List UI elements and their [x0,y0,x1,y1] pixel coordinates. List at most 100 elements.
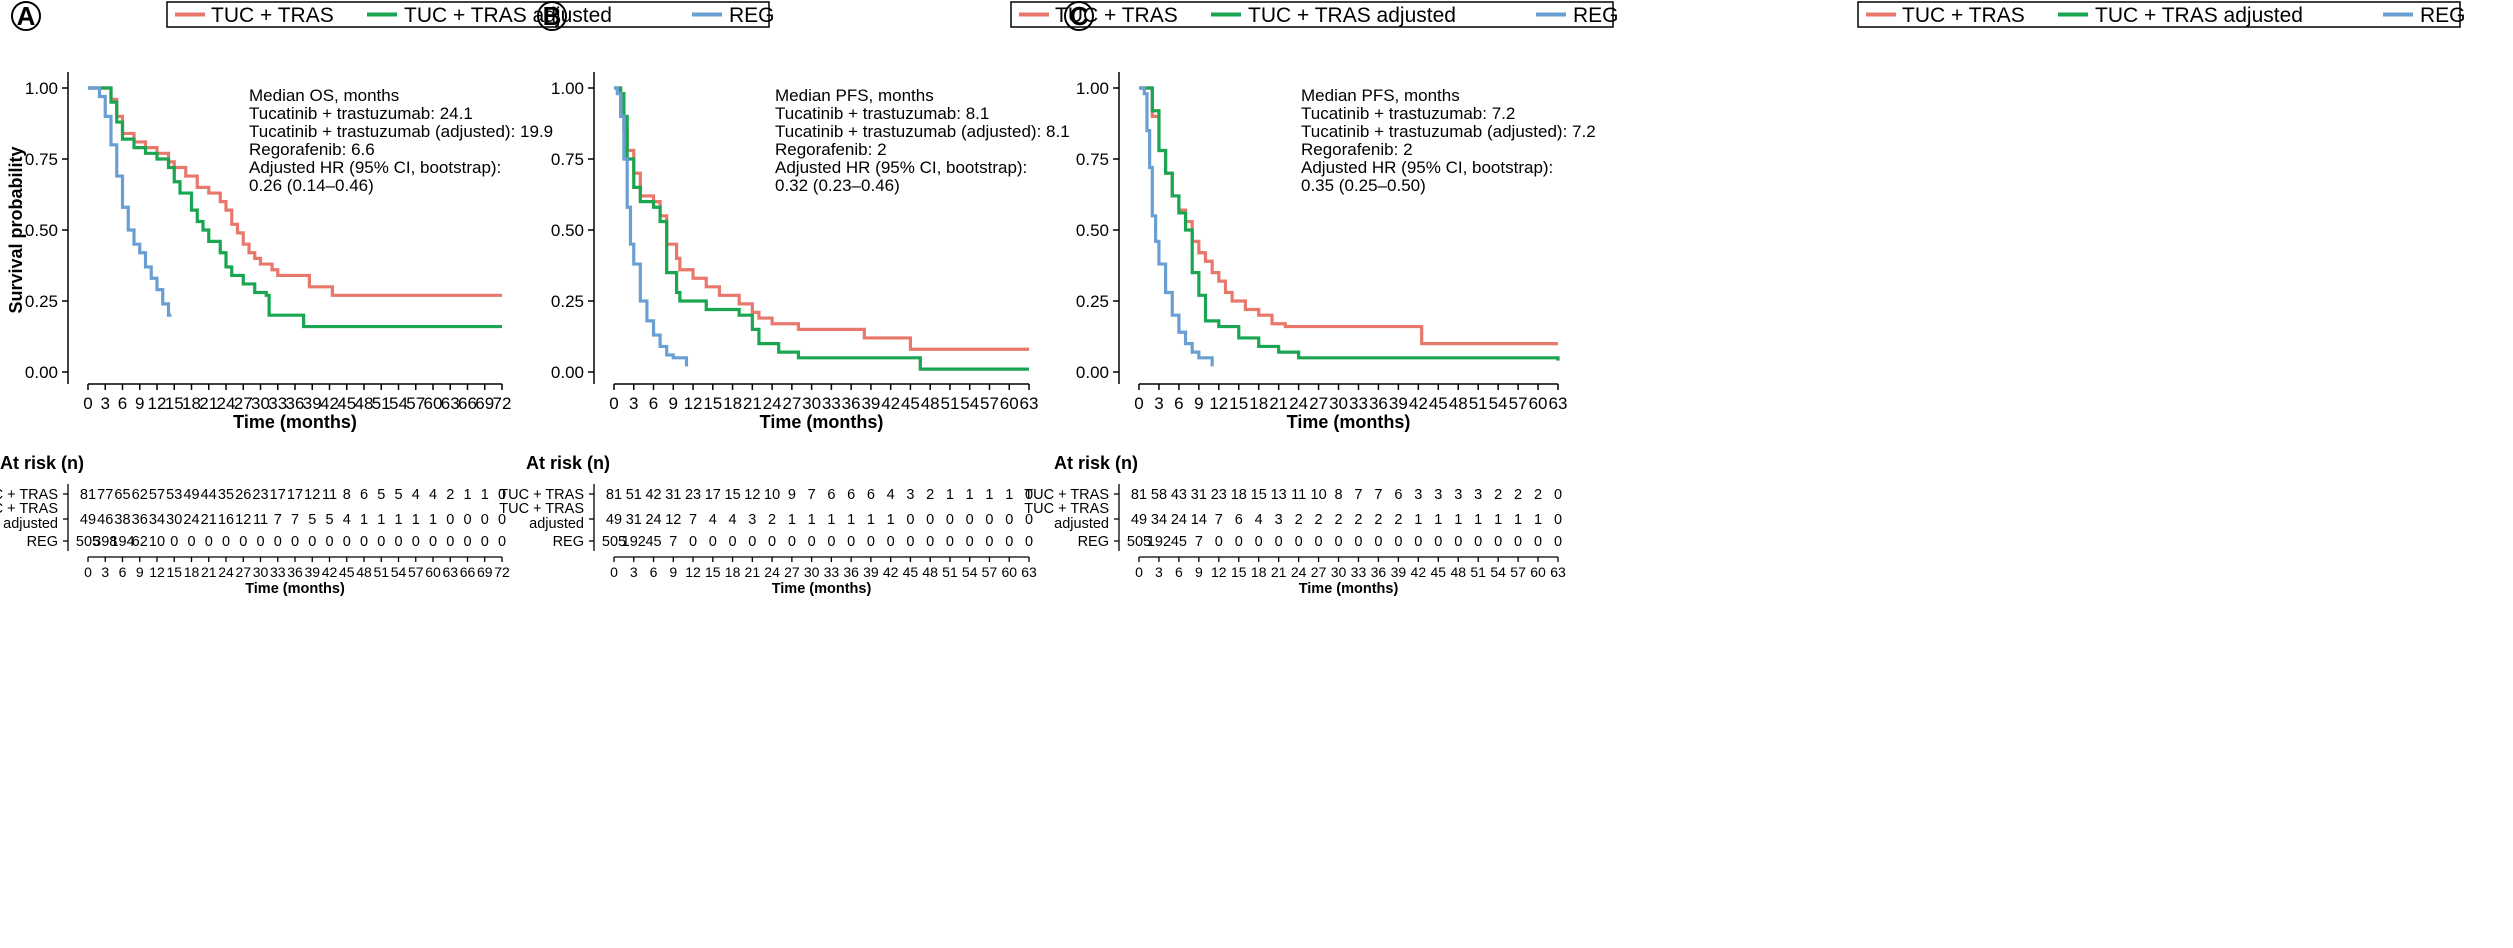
annotation-line: Median PFS, months [1301,86,1460,105]
x-tick-label: 54 [960,394,979,413]
risk-x-tick-label: 48 [356,564,372,580]
x-tick-label: 24 [217,394,236,413]
risk-value: 30 [166,512,182,528]
x-tick-label: 27 [1309,394,1328,413]
risk-value: 0 [985,512,993,528]
risk-x-tick-label: 72 [494,564,510,580]
risk-value: 7 [808,487,816,503]
risk-value: 31 [626,512,642,528]
y-tick-label: 0.50 [1076,221,1109,240]
risk-x-tick-label: 60 [1001,564,1017,580]
risk-value: 1 [377,512,385,528]
risk-value: 0 [187,534,195,550]
risk-value: 0 [1454,534,1462,550]
risk-value: 10 [764,487,780,503]
annotation-line: Regorafenib: 2 [775,140,887,159]
risk-value: 0 [308,534,316,550]
annotation-line: 0.35 (0.25–0.50) [1301,176,1426,195]
risk-value: 1 [946,487,954,503]
x-tick-label: 6 [118,394,127,413]
risk-x-tick-label: 57 [408,564,424,580]
risk-value: 45 [1171,534,1187,550]
risk-value: 0 [788,534,796,550]
risk-value: 23 [1211,487,1227,503]
risk-x-tick-label: 18 [184,564,200,580]
x-tick-label: 42 [881,394,900,413]
risk-value: 0 [1025,534,1033,550]
x-tick-label: 3 [101,394,110,413]
x-tick-label: 21 [199,394,218,413]
risk-row-label: REG [553,534,584,550]
risk-x-tick-label: 0 [1135,564,1143,580]
risk-value: 0 [429,534,437,550]
risk-x-tick-label: 12 [149,564,165,580]
risk-value: 1 [966,487,974,503]
x-tick-label: 12 [684,394,703,413]
risk-value: 34 [1151,512,1167,528]
risk-value: 0 [1255,534,1263,550]
risk-value: 0 [463,512,471,528]
risk-value: 51 [626,487,642,503]
risk-value: 81 [606,487,622,503]
risk-value: 24 [1171,512,1187,528]
risk-value: 5 [308,512,316,528]
risk-x-tick-label: 9 [136,564,144,580]
x-axis-title: Time (months) [1287,412,1411,432]
risk-value: 81 [80,487,96,503]
risk-value: 4 [429,487,437,503]
risk-value: 1 [429,512,437,528]
x-tick-label: 18 [182,394,201,413]
risk-value: 505 [76,534,100,550]
risk-x-tick-label: 18 [725,564,741,580]
risk-x-tick-label: 60 [1530,564,1546,580]
legend-box [1010,1,1614,28]
x-tick-label: 63 [441,394,460,413]
risk-value: 2 [1534,487,1542,503]
risk-value: 0 [1554,534,1562,550]
risk-row-label: adjusted [529,516,584,532]
risk-x-tick-label: 6 [1175,564,1183,580]
risk-value: 6 [867,487,875,503]
x-tick-label: 12 [148,394,167,413]
risk-value: 4 [343,512,351,528]
risk-value: 0 [498,487,506,503]
risk-x-tick-label: 66 [460,564,476,580]
x-tick-label: 48 [1449,394,1468,413]
risk-x-tick-label: 27 [1311,564,1327,580]
risk-x-tick-label: 60 [425,564,441,580]
risk-value: 7 [1374,487,1382,503]
x-tick-label: 15 [165,394,184,413]
km-curve-tuc-tras [88,86,502,297]
risk-x-tick-label: 36 [843,564,859,580]
risk-value: 0 [926,534,934,550]
risk-value: 1 [1474,512,1482,528]
risk-value: 12 [235,512,251,528]
risk-value: 0 [1374,534,1382,550]
risk-x-tick-label: 36 [1371,564,1387,580]
risk-x-tick-label: 24 [764,564,780,580]
risk-value: 18 [1231,487,1247,503]
y-tick-label: 0.25 [1076,292,1109,311]
risk-x-tick-label: 36 [287,564,303,580]
y-tick-label: 0.00 [25,363,58,382]
risk-value: 1 [1434,512,1442,528]
risk-x-tick-label: 15 [705,564,721,580]
risk-x-tick-label: 9 [669,564,677,580]
risk-value: 505 [1127,534,1151,550]
x-tick-label: 0 [1134,394,1143,413]
panel-letter: C [1070,1,1089,31]
risk-value: 1 [1005,487,1013,503]
risk-x-tick-label: 33 [270,564,286,580]
legend: TUC + TRAS TUC + TRAS adjusted REG [1857,1,2466,28]
risk-row-label: TUC + TRAS [499,487,584,503]
x-tick-label: 51 [372,394,391,413]
risk-value: 0 [906,534,914,550]
risk-value: 0 [966,534,974,550]
panel-c: C TUC + TRAS TUC + TRAS adjusted REG0.000.2… [1024,1,2466,597]
risk-value: 0 [1215,534,1223,550]
x-tick-label: 48 [921,394,940,413]
legend-label: REG [1573,4,1619,27]
risk-value: 23 [685,487,701,503]
